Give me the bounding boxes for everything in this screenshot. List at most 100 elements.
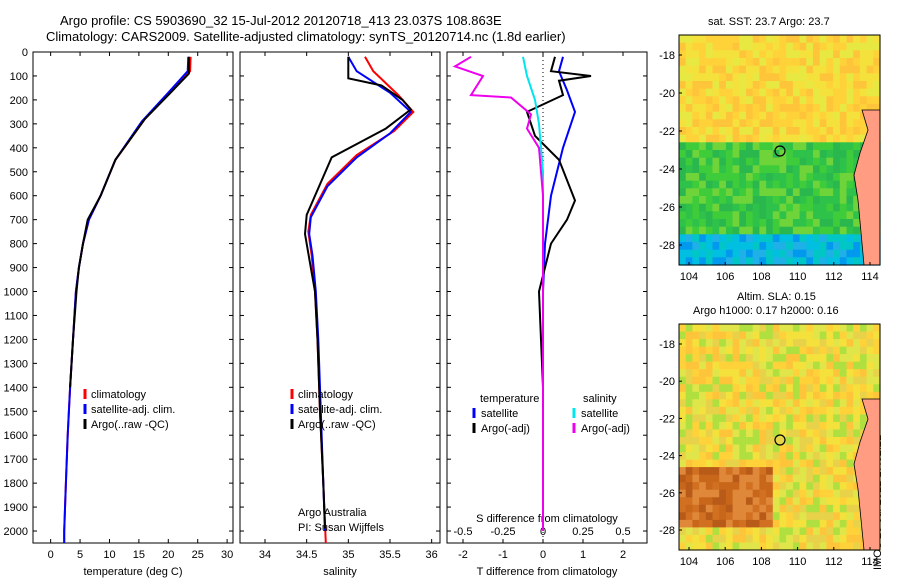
map-cell [712,361,720,370]
map-cell [779,165,787,174]
map-cell [859,35,868,44]
map-cell [833,414,841,423]
map-cell [772,354,781,363]
map-cell [699,127,707,136]
map-cell [819,414,827,423]
legend-label: satellite [581,408,618,420]
map-cell [685,504,693,513]
map-cell [859,42,868,51]
map-cell [813,50,821,59]
map-cell [732,157,740,166]
map-cell [692,165,700,174]
map-cell [766,354,774,363]
map-cell [786,134,794,143]
map-cell [705,519,714,528]
map-cell [705,512,714,521]
map-cell [853,88,861,97]
map-cell [826,346,834,355]
map-cell [786,512,794,521]
map-cell [826,339,834,348]
y-tick-label: 500 [10,167,28,179]
map-cell [786,399,794,408]
map-cell [819,188,827,197]
map-cell [725,482,734,491]
map-cell [826,173,834,182]
map-cell [766,452,774,461]
map-cell [859,369,868,378]
map-cell [833,157,841,166]
map-cell [786,142,794,151]
map-cell [719,467,727,476]
map-cell [792,257,801,266]
map-cell [833,180,841,189]
map-cell [699,96,707,105]
map-cell [792,376,801,385]
s-tick-label: -0.25 [490,526,515,538]
map-lon-label: 108 [752,556,770,568]
map-cell [699,111,707,120]
map-cell [732,346,740,355]
map-cell [712,474,720,483]
map-cell [792,391,801,400]
legend-label: satellite-adj. clim. [298,404,382,416]
map-cell [725,542,734,551]
map-cell [685,497,693,506]
map-cell [846,489,854,498]
map-cell [833,542,841,551]
map-cell [705,134,714,143]
map-cell [692,127,700,136]
map-cell [752,384,760,393]
map-cell [705,542,714,551]
map-cell [772,127,781,136]
map-cell [759,104,767,113]
map-cell [699,65,707,74]
map-cell [752,242,760,251]
map-cell [846,142,854,151]
map-cell [806,226,814,235]
map-cell [685,58,693,67]
map-cell [792,180,801,189]
map-cell [705,391,714,400]
map-cell [779,519,787,528]
map-lat-label: -28 [659,525,675,537]
map-cell [692,35,700,44]
map-cell [853,361,861,370]
map-cell [786,127,794,136]
map-cell [759,81,767,90]
map-cell [685,429,693,438]
map-cell [766,482,774,491]
map-cell [732,188,740,197]
map-cell [752,437,760,446]
map-cell [806,437,814,446]
map-cell [853,414,861,423]
map-cell [806,406,814,415]
map-cell [739,35,747,44]
map-cell [725,42,734,51]
annotation-text: Argo Australia [298,507,367,519]
map-cell [732,542,740,551]
map-cell [826,81,834,90]
map-cell [839,429,848,438]
map-cell [699,219,707,228]
map-cell [826,534,834,543]
map-cell [746,50,754,59]
map-cell [739,421,747,430]
y-tick-label: 1500 [4,406,28,418]
map-cell [739,211,747,220]
map-cell [766,346,774,355]
map-cell [739,497,747,506]
map-cell [806,354,814,363]
map-cell [826,414,834,423]
map-cell [779,88,787,97]
map-cell [725,150,734,159]
figure-title-line2: Climatology: CARS2009. Satellite-adjuste… [46,29,566,44]
y-tick-label: 400 [10,143,28,155]
map-cell [699,119,707,128]
map-cell [846,346,854,355]
map-cell [752,489,760,498]
map-cell [846,150,854,159]
map-cell [699,257,707,266]
y-tick-label: 1000 [4,287,28,299]
map-cell [719,504,727,513]
map-cell [692,150,700,159]
